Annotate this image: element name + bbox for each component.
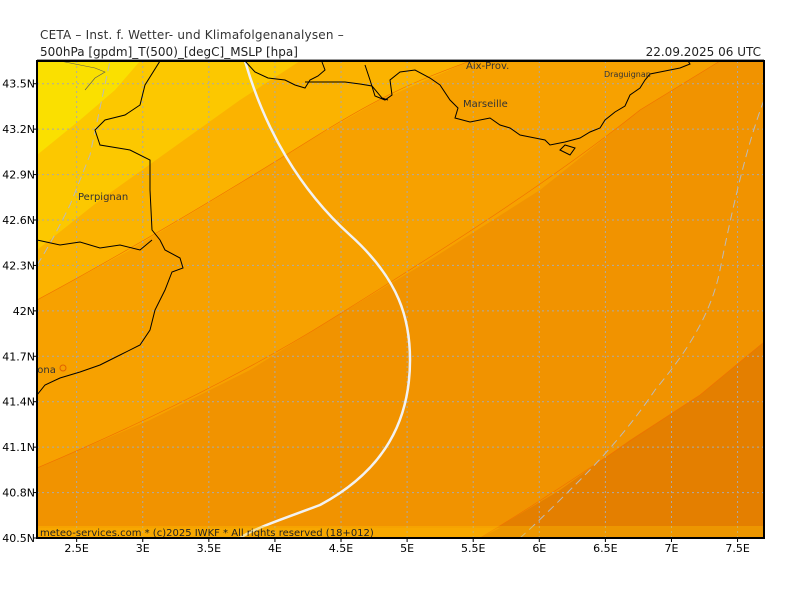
lat-tick-label: 42N xyxy=(13,305,35,318)
lat-tick-label: 40.5N xyxy=(2,532,35,545)
temperature-band-2 xyxy=(37,61,300,250)
footer-strip xyxy=(37,526,764,538)
lat-tick-label: 42.3N xyxy=(2,259,35,272)
map-area: Aix-Prov. Draguignan Marseille Perpignan… xyxy=(6,61,764,539)
city-label-aix: Aix-Prov. xyxy=(466,61,509,72)
valid-time-label: 22.09.2025 06 UTC xyxy=(645,45,761,59)
lat-tick-label: 40.8N xyxy=(2,487,35,500)
latitude-labels: 43.5N 43.2N 42.9N 42.6N 42.3N 42N 41.7N 41.4N 41… xyxy=(2,78,37,545)
coastline xyxy=(244,61,691,146)
city-label-perpignan: Perpignan xyxy=(78,192,128,203)
lon-tick-label: 5.5E xyxy=(461,542,485,555)
lat-tick-label: 43.5N xyxy=(2,78,35,91)
lat-tick-label: 42.9N xyxy=(2,169,35,182)
city-label-draguignan: Draguignan xyxy=(604,70,651,79)
lon-tick-label: 6E xyxy=(532,542,546,555)
lat-tick-label: 41.1N xyxy=(2,441,35,454)
lon-tick-label: 3.5E xyxy=(197,542,221,555)
band-boundary-line xyxy=(479,341,764,538)
institute-header: CETA – Inst. f. Wetter- und Klimafolgena… xyxy=(40,28,344,42)
lon-tick-label: 2.5E xyxy=(64,542,88,555)
barcelona-marker xyxy=(59,364,67,372)
isobar-line-dashed xyxy=(37,61,111,266)
lon-tick-label: 7.5E xyxy=(725,542,749,555)
parameters-label: 500hPa [gpdm]_T(500)_[degC]_MSLP [hpa] xyxy=(40,45,298,59)
isobar-line-dashed xyxy=(519,99,764,538)
lat-tick-label: 43.2N xyxy=(2,123,35,136)
lon-tick-label: 6.5E xyxy=(593,542,617,555)
map-frame xyxy=(36,60,765,539)
lat-tick-label: 42.6N xyxy=(2,214,35,227)
isobar-line xyxy=(239,61,412,538)
lon-tick-label: 7E xyxy=(664,542,678,555)
band-boundary-line xyxy=(37,61,721,469)
temperature-band-footer-strip xyxy=(37,528,500,538)
lon-tick-label: 3E xyxy=(136,542,150,555)
lat-lon-grid xyxy=(37,61,764,538)
band-boundary-line xyxy=(37,61,471,301)
lat-tick-label: 41.4N xyxy=(2,396,35,409)
city-label-marseille: Marseille xyxy=(463,99,508,110)
lon-tick-label: 4E xyxy=(268,542,282,555)
lat-tick-label: 41.7N xyxy=(2,350,35,363)
coastline xyxy=(559,144,576,156)
border-line xyxy=(37,239,153,251)
city-labels: Aix-Prov. Draguignan Marseille Perpignan… xyxy=(6,61,651,376)
lon-tick-label: 4.5E xyxy=(329,542,353,555)
coastline xyxy=(37,61,184,396)
title-bar: 500hPa [gpdm]_T(500)_[degC]_MSLP [hpa] 2… xyxy=(37,45,764,60)
temperature-band-1 xyxy=(37,61,140,155)
footer-credit: meteo-services.com * (c)2025 IWKF * All … xyxy=(40,528,374,539)
lon-tick-label: 5E xyxy=(400,542,414,555)
city-label-barcelona: Barcelona xyxy=(6,365,56,376)
temperature-band-6 xyxy=(480,342,764,538)
coastline xyxy=(59,61,106,91)
longitude-labels: 2.5E 3E 3.5E 4E 4.5E 5E 5.5E 6E 6.5E 7E 7.5E xyxy=(64,538,750,555)
